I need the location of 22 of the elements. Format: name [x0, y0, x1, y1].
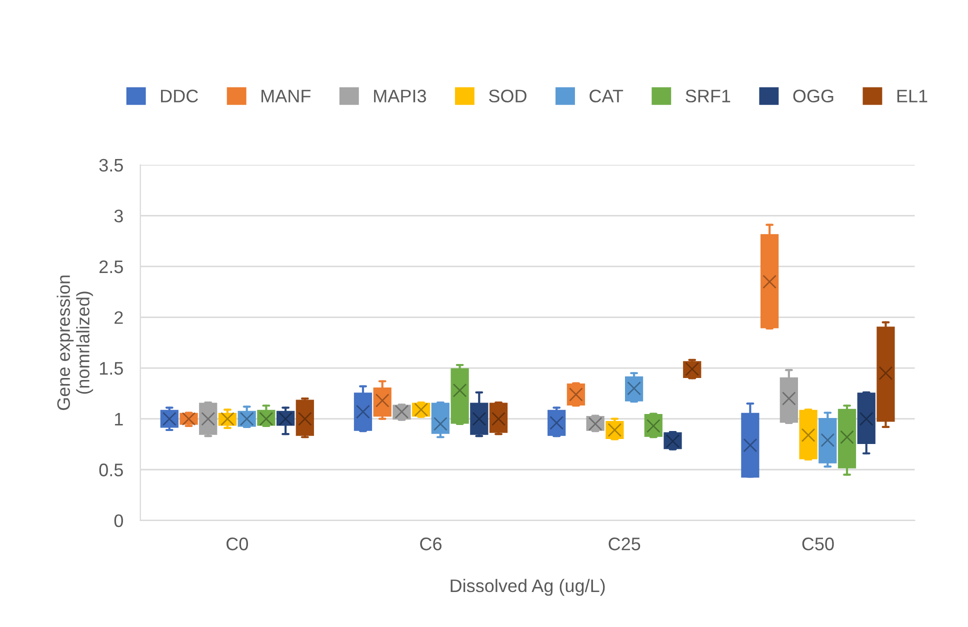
- legend-label: DDC: [161, 90, 198, 102]
- legend-label: SOD: [489, 90, 526, 102]
- y-tick-label: 1: [115, 412, 123, 426]
- y-tick-label: 0.5: [99, 464, 123, 476]
- y-tick-label: 0: [114, 514, 123, 528]
- legend-label: EL1: [897, 90, 928, 102]
- legend-label: MANF: [262, 90, 310, 102]
- y-axis-title: Gene expression (nomrlalized): [56, 276, 94, 410]
- x-tick-label: C25: [608, 538, 640, 550]
- y-tick-label: 2.5: [100, 260, 123, 274]
- y-tick-label: 2: [114, 311, 123, 324]
- x-axis-title: Dissolved Ag (ug/L): [450, 578, 605, 596]
- legend-label: CAT: [590, 90, 624, 102]
- x-tick-label: C0: [226, 538, 248, 550]
- legend-label: MAPI3: [374, 90, 426, 102]
- y-tick-label: 3: [114, 210, 123, 222]
- y-tick-label: 3.5: [99, 158, 123, 172]
- x-tick-label: C6: [420, 538, 442, 550]
- x-tick-label: C50: [802, 538, 834, 550]
- legend-label: SRF1: [686, 90, 730, 102]
- legend-label: OGG: [793, 90, 834, 102]
- y-tick-label: 1.5: [100, 362, 123, 375]
